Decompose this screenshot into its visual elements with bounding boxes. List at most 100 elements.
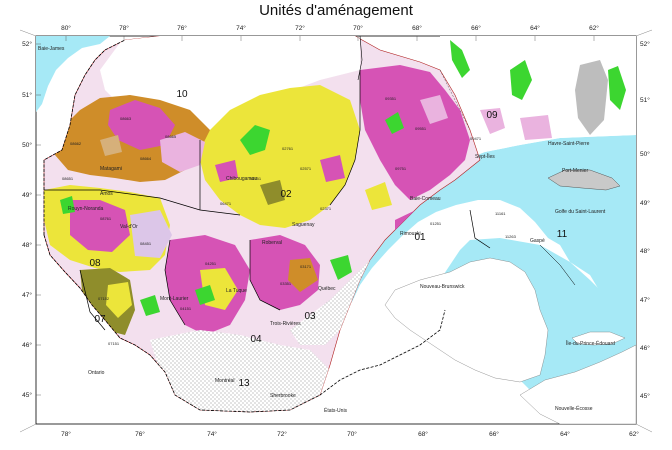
lat-label: 52°	[640, 40, 650, 48]
region-label-04: 04	[250, 334, 262, 345]
region-boundary	[469, 209, 491, 249]
unit-code: 04151	[180, 306, 192, 311]
place-label: Nouveau-Brunswick	[420, 284, 465, 290]
lat-label: 52°	[22, 40, 32, 48]
longitude-labels-bottom: 78° 76° 74° 72° 70° 68° 66° 64° 62°	[61, 430, 639, 438]
unit-code: 08664	[140, 156, 152, 161]
lon-label: 66°	[489, 430, 499, 438]
lat-label: 50°	[22, 141, 32, 149]
place-label: Île-du-Prince-Édouard	[565, 340, 615, 347]
region-boundary	[249, 240, 281, 311]
lon-label: 68°	[418, 430, 428, 438]
lon-label: 74°	[236, 24, 246, 32]
lon-label: 70°	[353, 24, 363, 32]
green-patch	[385, 112, 404, 134]
latitude-labels-right: 52° 51° 50° 49° 48° 47° 46° 45°	[640, 40, 650, 400]
ile-anticosti	[547, 169, 621, 191]
lon-label: 74°	[207, 430, 217, 438]
green-patch	[330, 255, 352, 280]
labrador-border-2	[439, 69, 471, 131]
green-patch	[60, 196, 75, 214]
lat-label: 51°	[22, 91, 32, 99]
ile-du-prince-edouard-land	[571, 331, 626, 346]
place-label: Montréal	[215, 378, 234, 384]
unit-lavender-08	[130, 210, 172, 258]
place-label: Chibougamau	[226, 176, 257, 182]
place-label: La Tuque	[226, 288, 247, 294]
region-boundary	[329, 70, 361, 206]
region-label-09: 09	[486, 110, 498, 121]
place-label: Sept-Îles	[475, 153, 495, 160]
green-patch	[140, 295, 160, 316]
region-13-private-land	[150, 330, 330, 412]
region-boundary	[44, 189, 241, 216]
place-label: Rimouski	[400, 231, 421, 237]
place-label: Port-Menier	[562, 168, 588, 174]
pink-patch	[215, 160, 238, 182]
unit-code: 09351	[385, 96, 397, 101]
region-label-10: 10	[176, 89, 188, 100]
green-patch-east	[450, 40, 470, 78]
map-title: Unités d'aménagement	[259, 2, 414, 19]
unit-code: 08665	[165, 134, 177, 139]
james-bay	[36, 36, 110, 112]
place-label: Trois-Rivières	[270, 321, 301, 327]
lightpink-patch	[420, 95, 448, 124]
unit-pink-10	[108, 100, 175, 150]
frame-corner	[19, 423, 37, 433]
region-boundary	[164, 239, 186, 326]
lon-label: 72°	[277, 430, 287, 438]
unit-pink-08	[70, 200, 130, 252]
latitude-labels-left: 52° 51° 50° 49° 48° 47° 46° 45°	[22, 40, 32, 399]
green-patch-east	[510, 60, 532, 100]
lat-label: 51°	[640, 96, 650, 104]
unit-pink-09	[360, 65, 470, 200]
lat-label: 45°	[640, 392, 650, 400]
place-label: Val-d'Or	[120, 224, 138, 230]
place-label: Baie-James	[38, 46, 65, 52]
place-label: Matagami	[100, 166, 122, 172]
lat-label: 46°	[640, 344, 650, 352]
place-label: Saguenay	[292, 222, 315, 228]
unit-code: 08761	[100, 216, 112, 221]
pink-patch	[320, 155, 345, 182]
unit-code: 03351	[280, 281, 292, 286]
lon-label: 78°	[119, 24, 129, 32]
provincial-border-west	[43, 39, 126, 235]
unit-code: 07151	[108, 341, 120, 346]
lat-label: 45°	[22, 391, 32, 399]
region-label-01: 01	[414, 232, 426, 243]
provincial-border-south	[43, 234, 446, 413]
pink-patch-east	[520, 115, 552, 140]
lat-label: 49°	[22, 191, 32, 199]
unit-code: 06471	[220, 201, 232, 206]
place-label: Amos	[100, 191, 113, 197]
unit-code: 09471	[470, 136, 482, 141]
place-label: Baie-Comeau	[410, 196, 441, 202]
place-label: Roberval	[262, 240, 282, 246]
region-boundary	[79, 269, 106, 331]
longitude-labels-top: 80° 78° 76° 74° 72° 70° 68° 66° 64° 62°	[61, 24, 599, 32]
lon-label: 64°	[560, 430, 570, 438]
region-label-13: 13	[238, 378, 250, 389]
unit-code: 04251	[205, 261, 217, 266]
place-label: Sherbrooke	[270, 393, 296, 399]
green-patch	[195, 285, 215, 305]
graticule-ticks	[36, 36, 595, 396]
grey-area-east	[575, 60, 608, 135]
lon-label: 62°	[589, 24, 599, 32]
lat-label: 48°	[640, 247, 650, 255]
unit-code: 09751	[395, 166, 407, 171]
region-label-02: 02	[280, 189, 292, 200]
lat-label: 46°	[22, 341, 32, 349]
frame-corner	[635, 423, 653, 433]
place-label: Havre-Saint-Pierre	[548, 141, 590, 147]
frame-corner	[19, 29, 37, 37]
unit-lightpink-10	[160, 132, 205, 172]
lat-label: 49°	[640, 199, 650, 207]
lon-label: 66°	[471, 24, 481, 32]
unit-code: 08451	[140, 241, 152, 246]
region-label-07: 07	[94, 314, 106, 325]
lat-label: 47°	[22, 291, 32, 299]
unit-code: 08651	[62, 176, 74, 181]
